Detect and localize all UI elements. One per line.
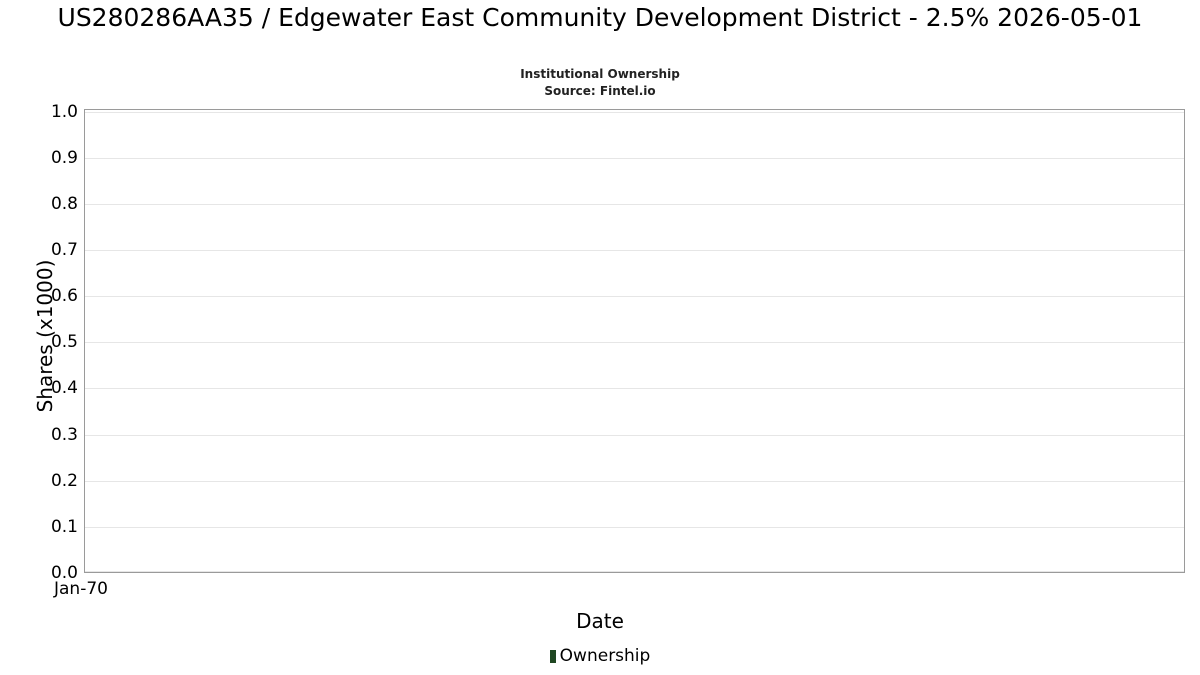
chart-title-block: US280286AA35 / Edgewater East Community … xyxy=(0,2,1200,33)
chart-subtitle: Institutional Ownership xyxy=(520,67,680,81)
x-tick-label-jan-70: Jan-70 xyxy=(54,579,108,599)
gridline-0.3 xyxy=(85,435,1184,436)
gridline-0.9 xyxy=(85,158,1184,159)
chart-subtitle-block: Institutional Ownership Source: Fintel.i… xyxy=(0,66,1200,100)
y-tick-label-0.4: 0.4 xyxy=(50,378,78,398)
y-tick-label-0.7: 0.7 xyxy=(50,240,78,260)
y-tick-label-0.3: 0.3 xyxy=(50,425,78,445)
gridline-0.2 xyxy=(85,481,1184,482)
y-axis-label: Shares (x1000) xyxy=(33,259,57,413)
chart-source: Source: Fintel.io xyxy=(544,84,656,98)
y-tick-label-0.5: 0.5 xyxy=(50,332,78,352)
plot-area xyxy=(84,109,1185,573)
y-tick-label-0.0: 0.0 xyxy=(50,563,78,583)
gridline-1.0 xyxy=(85,112,1184,113)
chart-legend: Ownership xyxy=(0,647,1200,666)
y-tick-label-0.2: 0.2 xyxy=(50,471,78,491)
gridline-0.7 xyxy=(85,250,1184,251)
chart-title: US280286AA35 / Edgewater East Community … xyxy=(57,3,1143,32)
gridline-0.6 xyxy=(85,296,1184,297)
y-tick-label-0.1: 0.1 xyxy=(50,517,78,537)
legend-label-ownership: Ownership xyxy=(559,646,651,666)
gridline-0.0 xyxy=(85,571,1184,572)
gridline-0.5 xyxy=(85,342,1184,343)
legend-swatch-icon xyxy=(549,650,556,663)
y-tick-label-1.0: 1.0 xyxy=(50,102,78,122)
gridline-0.1 xyxy=(85,527,1184,528)
gridline-0.8 xyxy=(85,204,1184,205)
y-tick-label-0.6: 0.6 xyxy=(50,286,78,306)
gridline-0.4 xyxy=(85,388,1184,389)
series-canvas xyxy=(85,110,1184,572)
x-axis-label: Date xyxy=(576,609,624,633)
y-tick-label-0.9: 0.9 xyxy=(50,148,78,168)
y-tick-label-0.8: 0.8 xyxy=(50,194,78,214)
legend-item-ownership[interactable]: Ownership xyxy=(549,646,651,666)
